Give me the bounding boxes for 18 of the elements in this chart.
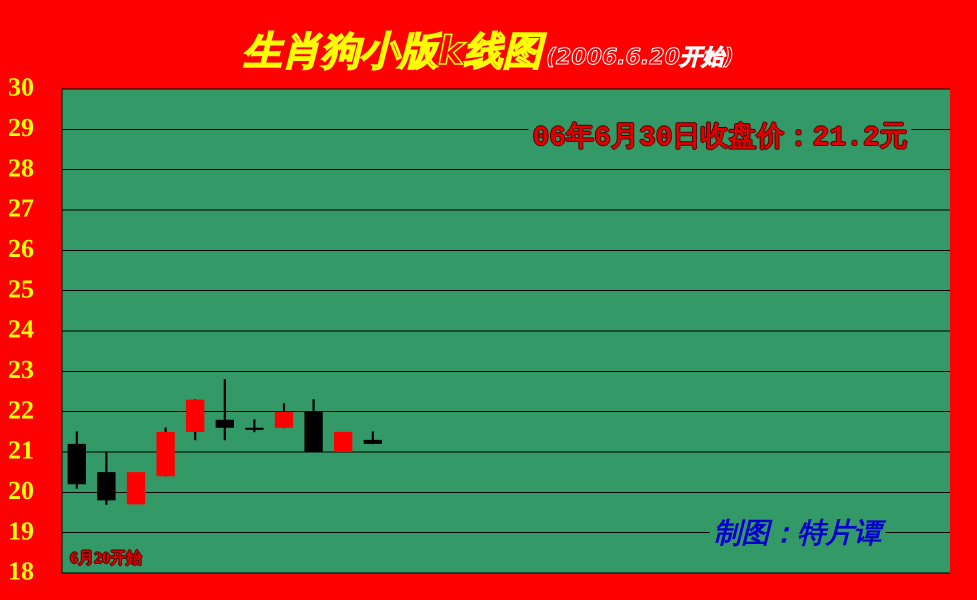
y-tick-label: 21 <box>8 436 34 465</box>
y-tick-label: 24 <box>8 314 34 344</box>
y-tick-label: 29 <box>8 113 34 142</box>
y-tick-label: 28 <box>8 153 34 182</box>
annotation: 06年6月30日收盘价：21.2元 <box>532 120 908 155</box>
annotation: 6月20开始 <box>70 548 142 568</box>
y-tick-label: 23 <box>8 355 34 384</box>
y-tick-label: 27 <box>8 194 34 223</box>
y-tick-label: 30 <box>8 72 34 102</box>
y-tick-label: 19 <box>8 516 34 546</box>
y-tick-label: 22 <box>8 395 34 424</box>
y-tick-label: 26 <box>8 234 34 264</box>
y-tick-label: 18 <box>8 556 34 586</box>
y-tick-label: 20 <box>8 476 34 506</box>
candlestick <box>126 472 146 504</box>
candlestick <box>334 432 352 452</box>
chart-subtitle: (2006.6.20开始) <box>546 45 734 70</box>
y-tick-label: 25 <box>8 274 34 304</box>
